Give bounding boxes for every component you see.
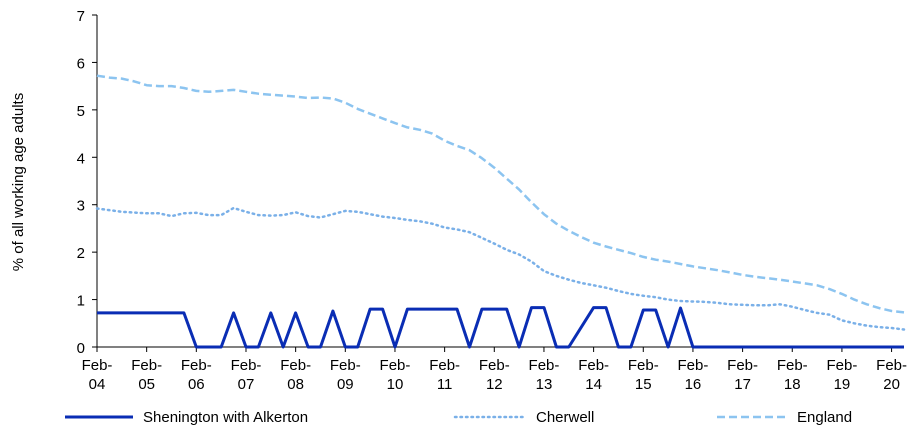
- y-tick-label: 2: [77, 245, 85, 262]
- series-line-shenington-with-alkerton: [97, 306, 904, 349]
- y-tick-label: 5: [77, 103, 85, 120]
- x-tick-label-line1: Feb-: [429, 357, 460, 374]
- x-tick-label-line2: 06: [188, 376, 205, 393]
- y-tick-label: 1: [77, 293, 85, 310]
- x-tick-label-line1: Feb-: [777, 357, 808, 374]
- x-tick-label-line2: 20: [883, 376, 900, 393]
- plot-area: 01234567Feb-04Feb-05Feb-06Feb-07Feb-08Fe…: [65, 8, 907, 426]
- series-line-cherwell: [95, 206, 906, 331]
- x-tick-label-line2: 18: [784, 376, 801, 393]
- x-tick-label-line2: 07: [238, 376, 255, 393]
- y-tick-label: 6: [77, 55, 85, 72]
- x-tick-label-line2: 12: [486, 376, 503, 393]
- legend-label: Shenington with Alkerton: [143, 409, 308, 426]
- x-tick-label-line1: Feb-: [131, 357, 162, 374]
- y-axis-title: % of all working age adults: [10, 93, 27, 271]
- y-tick-label: 0: [77, 340, 85, 357]
- y-tick-label: 4: [77, 150, 85, 167]
- x-tick-label-line1: Feb-: [678, 357, 709, 374]
- x-tick-label-line2: 10: [387, 376, 404, 393]
- x-tick-label-line2: 04: [89, 376, 106, 393]
- series-line-england: [96, 74, 905, 314]
- legend-label: Cherwell: [536, 409, 594, 426]
- x-tick-label-line2: 05: [138, 376, 155, 393]
- x-tick-label-line2: 16: [685, 376, 702, 393]
- x-tick-label-line1: Feb-: [181, 357, 212, 374]
- x-tick-label-line1: Feb-: [380, 357, 411, 374]
- x-tick-label-line1: Feb-: [479, 357, 510, 374]
- x-tick-label-line2: 08: [287, 376, 304, 393]
- x-tick-label-line2: 14: [585, 376, 602, 393]
- y-tick-label: 3: [77, 198, 85, 215]
- x-tick-label-line1: Feb-: [727, 357, 758, 374]
- x-tick-label-line2: 15: [635, 376, 652, 393]
- x-tick-label-line2: 09: [337, 376, 354, 393]
- x-tick-label-line1: Feb-: [231, 357, 262, 374]
- x-tick-label-line2: 11: [437, 376, 453, 393]
- x-tick-label-line1: Feb-: [876, 357, 907, 374]
- x-tick-label-line2: 17: [734, 376, 751, 393]
- x-tick-label-line1: Feb-: [628, 357, 659, 374]
- x-tick-label-line1: Feb-: [280, 357, 311, 374]
- x-tick-label-line2: 13: [536, 376, 553, 393]
- x-tick-label-line2: 19: [834, 376, 851, 393]
- x-tick-label-line1: Feb-: [578, 357, 609, 374]
- x-tick-label-line1: Feb-: [82, 357, 113, 374]
- x-tick-label-line1: Feb-: [827, 357, 858, 374]
- x-tick-label-line1: Feb-: [330, 357, 361, 374]
- y-tick-label: 7: [77, 8, 85, 25]
- legend-label: England: [797, 409, 852, 426]
- x-tick-label-line1: Feb-: [529, 357, 560, 374]
